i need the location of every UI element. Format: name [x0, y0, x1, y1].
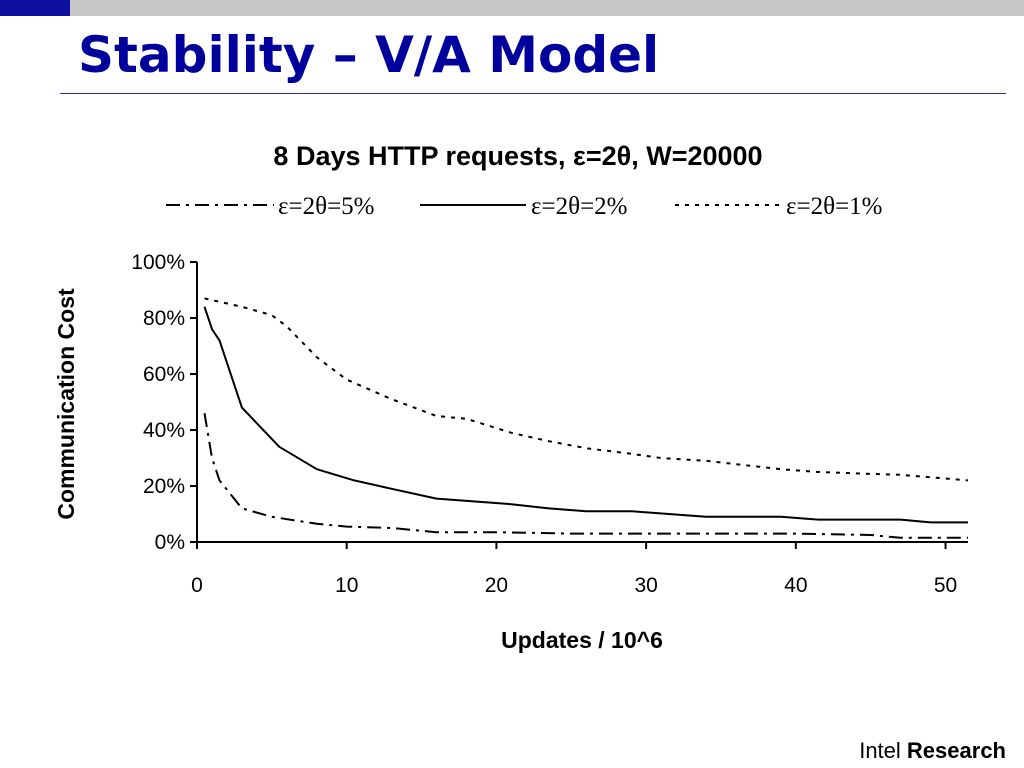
legend-label-1: ε=2θ=5% [278, 193, 375, 220]
x-tick-label: 20 [485, 574, 508, 597]
legend-label-2: ε=2θ=2% [531, 193, 628, 220]
y-tick-label: 20% [143, 475, 185, 498]
chart-axes: 0% 20% 40% 60% 80% 100% 0 10 20 30 40 50 [131, 251, 968, 597]
footer-brand-text: Intel [859, 738, 901, 763]
footer-brand: Intel Research [859, 738, 1006, 764]
top-accent-bar [0, 0, 70, 16]
x-axis-label: Updates / 10^6 [501, 627, 663, 653]
chart-title: 8 Days HTTP requests, ε=2θ, W=20000 [273, 141, 762, 171]
y-tick-label: 40% [143, 419, 185, 442]
title-divider [60, 93, 1006, 94]
legend-label-3: ε=2θ=1% [786, 193, 883, 220]
x-tick-label: 30 [634, 574, 657, 597]
series-line-2 [203, 306, 968, 524]
series-line-1 [203, 413, 968, 539]
series-line-3 [204, 297, 969, 482]
chart-legend: ε=2θ=5% ε=2θ=2% ε=2θ=1% [166, 193, 883, 220]
series-layer [203, 297, 969, 539]
y-axis-label: Communication Cost [53, 288, 79, 520]
x-tick-label: 0 [191, 574, 203, 597]
x-tick-label: 50 [934, 574, 957, 597]
y-tick-label: 0% [155, 531, 185, 554]
y-tick-label: 60% [143, 363, 185, 386]
y-tick-label: 80% [143, 307, 185, 330]
x-tick-label: 40 [784, 574, 807, 597]
top-gray-bar [70, 0, 1024, 16]
slide-title: Stability – V/A Model [78, 26, 660, 84]
x-tick-label: 10 [335, 574, 358, 597]
footer-bold-text: Research [906, 738, 1006, 763]
y-tick-label: 100% [131, 251, 185, 274]
